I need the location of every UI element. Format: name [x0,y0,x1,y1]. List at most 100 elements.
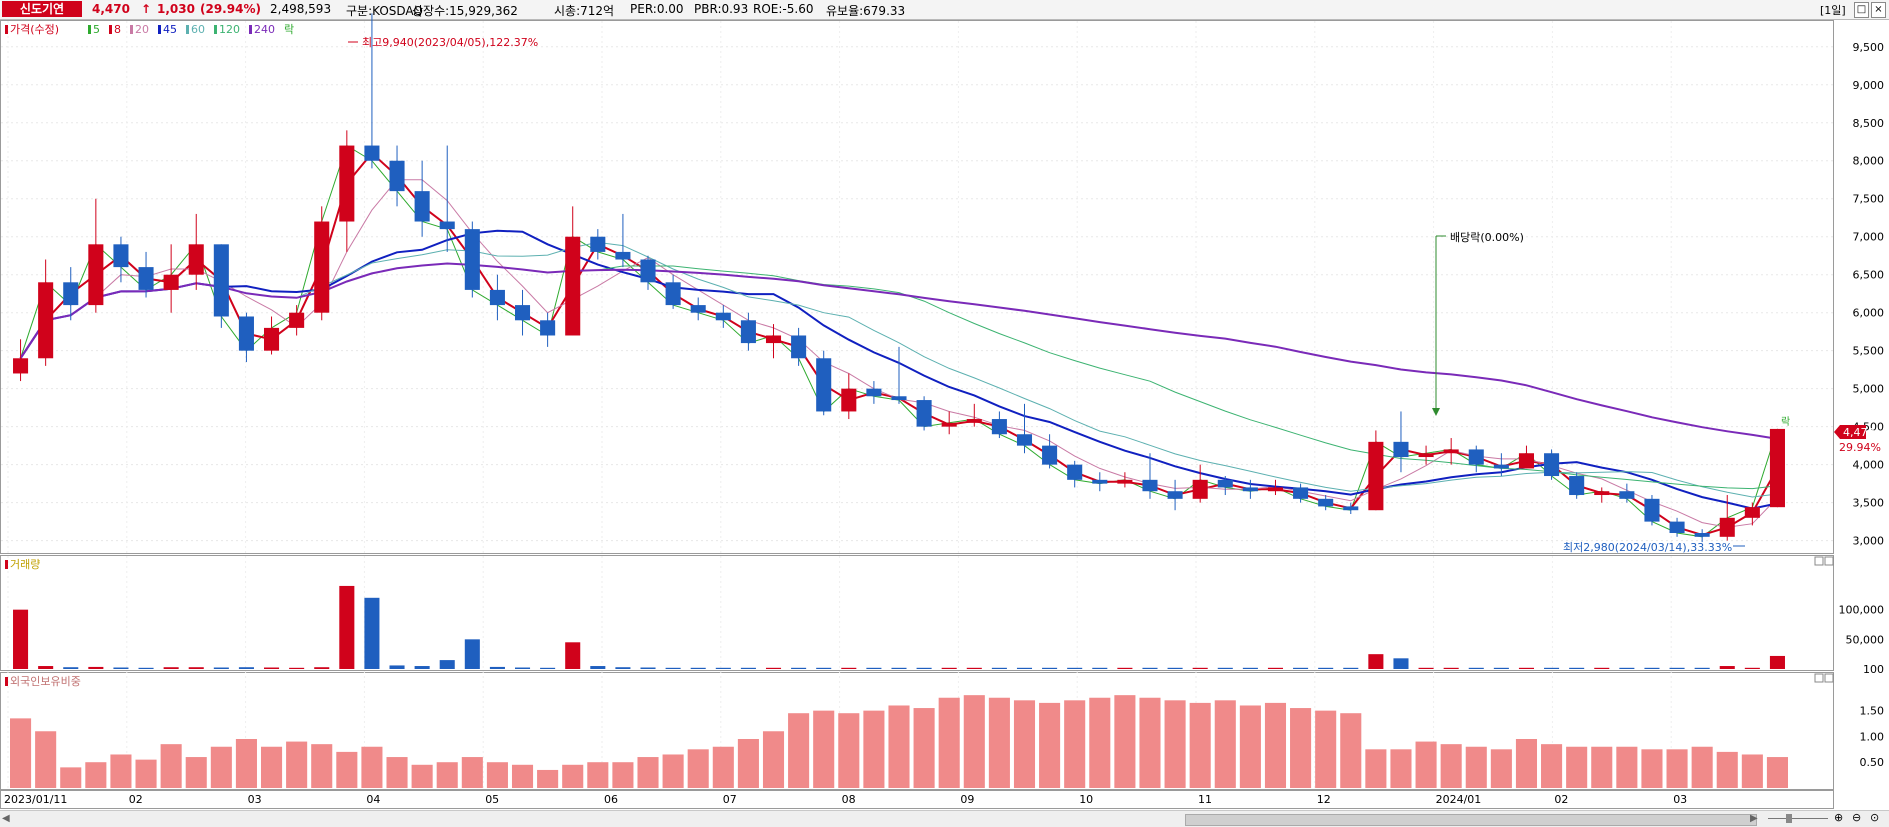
foreign-bar [1264,702,1287,788]
foreign-bar [361,746,383,788]
candle-body [1744,507,1760,518]
candle-body [1594,491,1610,496]
foreign-bar [1013,700,1036,788]
low-label: 최저2,980(2024/03/14),33.33% [1563,541,1732,554]
foreign-panel-close-icon[interactable] [1824,673,1834,683]
volume-panel [0,555,1834,671]
legend-swatch-ma [130,25,133,34]
foreign-bar [135,759,157,788]
foreign-bar [336,751,358,788]
candle-body [1192,479,1208,499]
maximize-icon[interactable]: □ [1854,2,1869,18]
foreign-bar [185,757,207,788]
volume-tick-label: 100,000 [1839,604,1885,617]
volume-bar [163,667,179,669]
volume-bar [1192,667,1208,669]
volume-bar [1393,658,1409,669]
candle-body [690,305,706,313]
foreign-bar [988,697,1010,788]
volume-bar [1694,667,1710,669]
candle-body [565,236,581,336]
foreign-bar [562,764,584,788]
candle-body [1644,498,1660,522]
volume-bar [514,667,531,669]
info-bar: 신도기연 4,470 ↑ 1,030 (29.94%) 2,498,593 구분… [0,0,1889,20]
scroll-right-icon[interactable]: ▶ [1750,813,1758,824]
price-tick-label: 7,500 [1853,193,1885,206]
foreign-panel-max-icon[interactable] [1814,673,1824,683]
foreign-bar [838,713,860,788]
foreign-bar [1365,749,1387,788]
volume-bar [1067,667,1083,669]
candle-body [163,274,179,290]
foreign-bar [1591,746,1613,788]
volume-bar [1769,655,1785,669]
volume-bar [238,667,254,669]
volume-bar [891,667,907,669]
candle-body [1067,464,1083,480]
candle-body [339,145,355,222]
foreign-bar [1465,746,1487,788]
foreign-bar [612,762,634,788]
volume-swatch [5,560,8,569]
volume-bar [1293,667,1309,669]
foreign-title: 외국인보유비중 [10,675,81,688]
zoom-out-icon[interactable]: ⊖ [1852,811,1862,824]
volume-panel-max-icon[interactable] [1814,556,1824,566]
scroll-thumb[interactable] [1185,814,1757,826]
volume-bar [1016,667,1033,669]
foreign-bar [1741,754,1763,788]
market-cap: 시총:712억 [554,4,615,18]
candle-body [1468,449,1484,465]
candle-body [489,289,505,306]
candle-body [1443,449,1459,454]
candle-body [966,419,982,423]
volume-bar [389,665,405,669]
date-tick-label: 2023/01/11 [4,793,67,806]
candle-body [1769,428,1785,508]
zoom-reset-icon[interactable]: ⊙ [1870,811,1880,824]
price-tick-label: 5,500 [1853,345,1885,358]
zoom-slider[interactable] [1768,818,1828,819]
volume-bar [264,667,280,669]
volume-bars [13,585,1785,669]
high-annotation: 최고9,940(2023/04/05),122.37% [348,36,538,49]
stock-name-badge[interactable]: 신도기연 [2,1,82,17]
volume-bar [1217,667,1233,669]
candle-body [1544,453,1560,477]
candle-body [1042,445,1058,465]
candle-body [665,282,681,306]
price-tick-label: 7,000 [1853,231,1885,244]
foreign-bar [511,764,534,788]
date-tick-label: 08 [842,793,856,806]
period-button[interactable]: [1일] [1820,4,1846,17]
volume-bar [38,666,54,669]
foreign-bar [411,764,433,788]
candle-body [88,244,104,306]
close-icon[interactable]: × [1871,2,1886,18]
candle-body [1343,506,1359,511]
price-change-pct: (29.94%) [200,2,261,16]
volume-bar [188,667,204,669]
ma-line-60 [20,241,1778,498]
candle-body [1242,487,1258,492]
candle-body [289,312,305,328]
foreign-bar [863,710,885,788]
scroll-left-icon[interactable]: ◀ [2,813,10,824]
candle-body [816,358,832,412]
zoom-slider-handle[interactable] [1786,814,1792,823]
trade-volume: 2,498,593 [270,2,332,16]
foreign-bar [286,741,308,788]
volume-bar [1644,667,1660,669]
zoom-in-icon[interactable]: ⊕ [1834,811,1844,824]
candle-body [188,244,204,275]
foreign-bar [1239,705,1261,788]
volume-bar [916,667,932,669]
candle-body [1217,479,1233,488]
volume-bar [63,667,79,669]
foreign-bar [1515,739,1538,788]
price-tick-label: 8,500 [1853,117,1885,130]
volume-panel-close-icon[interactable] [1824,556,1834,566]
candle-body [1167,491,1183,499]
